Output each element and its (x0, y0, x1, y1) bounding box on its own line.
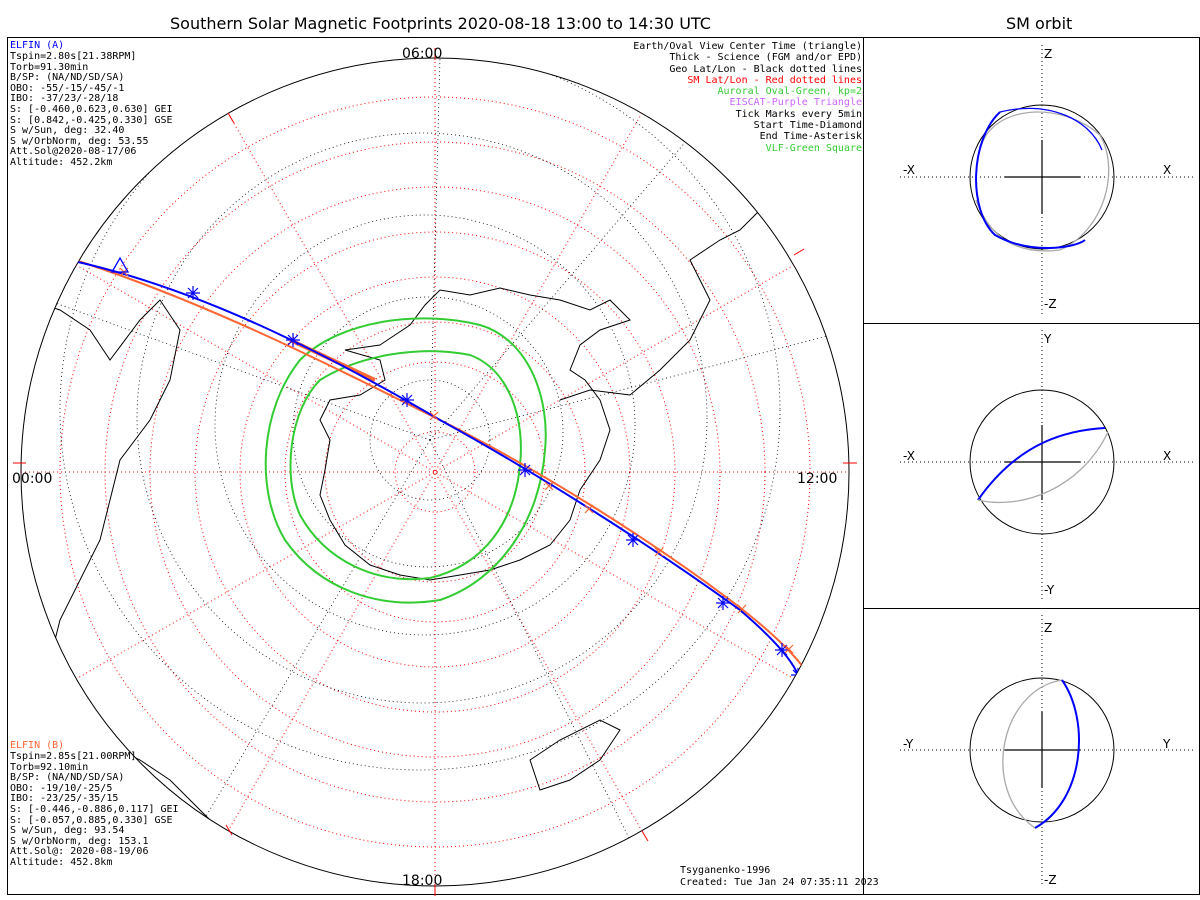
legend-item: EISCAT-Purple Triangle (729, 97, 862, 109)
elfin-a-track (77, 261, 799, 676)
elfin-b-line: Tspin=2.85s[21.00RPM] (10, 751, 137, 762)
elfin-a-info: Tspin=2.80s[21.38RPM] Torb=91.30min B/SP… (10, 51, 173, 169)
elfin-a-line: S: [0.842,-0.425,0.330] GSE (10, 114, 173, 126)
orbit-panel-yz: Z -Z -Y Y (900, 615, 1195, 887)
elfin-b-line: S: [-0.446,-0.886,0.117] GEI (10, 803, 179, 815)
sm-edge-ticks (13, 48, 857, 896)
auroral-oval-inner (289, 350, 522, 581)
elfin-a-line: B/SP: (NA/ND/SD/SA) (10, 72, 125, 84)
elfin-b-line: B/SP: (NA/ND/SD/SA) (10, 772, 125, 784)
orbit-xy-left-label: -X (903, 449, 915, 463)
orbit-panel-title: SM orbit (1006, 14, 1073, 33)
orbit-yz-left-label: -Y (903, 737, 914, 751)
legend-item: Auroral Oval-Green, kp=2 (717, 86, 863, 98)
elfin-b-line: Torb=92.10min (10, 761, 89, 773)
geo-lat-circles (59, 58, 781, 771)
legend-item: Start Time-Diamond (753, 120, 862, 132)
elfin-a-line: Altitude: 452.2km (10, 156, 113, 168)
main-title: Southern Solar Magnetic Footprints 2020-… (170, 14, 711, 33)
created-label: Created: Tue Jan 24 07:35:11 2023 (680, 877, 879, 888)
legend-item: Thick - Science (FGM and/or EPD) (669, 52, 862, 64)
orbit-xz-bottom-label: -Z (1044, 297, 1057, 311)
legend-item: SM Lat/Lon - Red dotted lines (687, 74, 862, 86)
elfin-b-line: Altitude: 452.8km (10, 856, 113, 868)
elfin-a-line: OBO: -55/-15/-45/-1 (10, 82, 125, 94)
orbit-yz-right-label: Y (1162, 737, 1171, 751)
elfin-a-line: Tspin=2.80s[21.38RPM] (10, 51, 137, 62)
orbit-xy-right-label: X (1163, 449, 1171, 463)
orbit-xy-bottom-label: -Y (1044, 583, 1055, 597)
orbit-panel-xy: Y -Y -X X (900, 330, 1195, 600)
elfin-a-line: S w/Sun, deg: 32.40 (10, 125, 125, 137)
time-label-top: 06:00 (402, 46, 442, 62)
elfin-b-track (74, 259, 806, 671)
geo-lon-lines (21, 58, 849, 861)
time-label-bottom: 18:00 (402, 873, 442, 889)
elfin-b-line: OBO: -19/10/-25/5 (10, 782, 113, 794)
elfin-b-line: S w/Sun, deg: 93.54 (10, 825, 125, 837)
elfin-a-line: Att.Sol@2020-08-17/06 (10, 146, 137, 158)
elfin-a-line: Torb=91.30min (10, 61, 89, 73)
orbit-yz-top-label: Z (1044, 621, 1052, 635)
legend-item: VLF-Green Square (765, 142, 862, 154)
legend: Earth/Oval View Center Time (triangle) T… (633, 41, 862, 154)
elfin-a-line: S: [-0.460,0.623,0.630] GEI (10, 103, 173, 115)
elfin-b-line: S w/OrbNorm, deg: 153.1 (10, 835, 149, 847)
newzealand-coast (529, 719, 621, 791)
antarctica-coast (319, 287, 631, 581)
model-label: Tsyganenko-1996 (680, 865, 771, 876)
elfin-b-line: IBO: -23/25/-35/15 (10, 793, 119, 805)
orbit-xz-left-label: -X (903, 163, 915, 177)
auroral-oval-outer (264, 317, 547, 604)
elfin-b-info: Tspin=2.85s[21.00RPM] Torb=92.10min B/SP… (10, 751, 179, 869)
view-center-triangle (110, 256, 130, 273)
orbit-xz-right-label: X (1163, 163, 1171, 177)
elfin-a-line: IBO: -37/23/-28/18 (10, 93, 119, 105)
legend-item: Geo Lat/Lon - Black dotted lines (669, 63, 862, 75)
legend-item: End Time-Asterisk (759, 131, 862, 143)
elfin-a-ticks (186, 286, 805, 682)
orbit-panel-xz: Z -Z -X X (900, 45, 1195, 315)
elfin-b-name: ELFIN (B) (10, 740, 65, 751)
elfin-a-name: ELFIN (A) (10, 40, 65, 51)
orbit-xz-top-label: Z (1044, 47, 1052, 61)
africa-coast (29, 299, 181, 661)
time-label-right: 12:00 (797, 471, 837, 487)
orbit-yz-bottom-label: -Z (1044, 873, 1057, 887)
elfin-b-line: Att.Sol@: 2020-08-19/06 (10, 846, 149, 858)
legend-item: Earth/Oval View Center Time (triangle) (633, 41, 862, 52)
elfin-b-line: S: [-0.057,0.885,0.330] GSE (10, 814, 173, 826)
legend-item: Tick Marks every 5min (735, 108, 862, 120)
time-label-left: 00:00 (12, 471, 52, 487)
orbit-xy-top-label: Y (1043, 332, 1052, 346)
elfin-a-line: S w/OrbNorm, deg: 53.55 (10, 135, 149, 147)
